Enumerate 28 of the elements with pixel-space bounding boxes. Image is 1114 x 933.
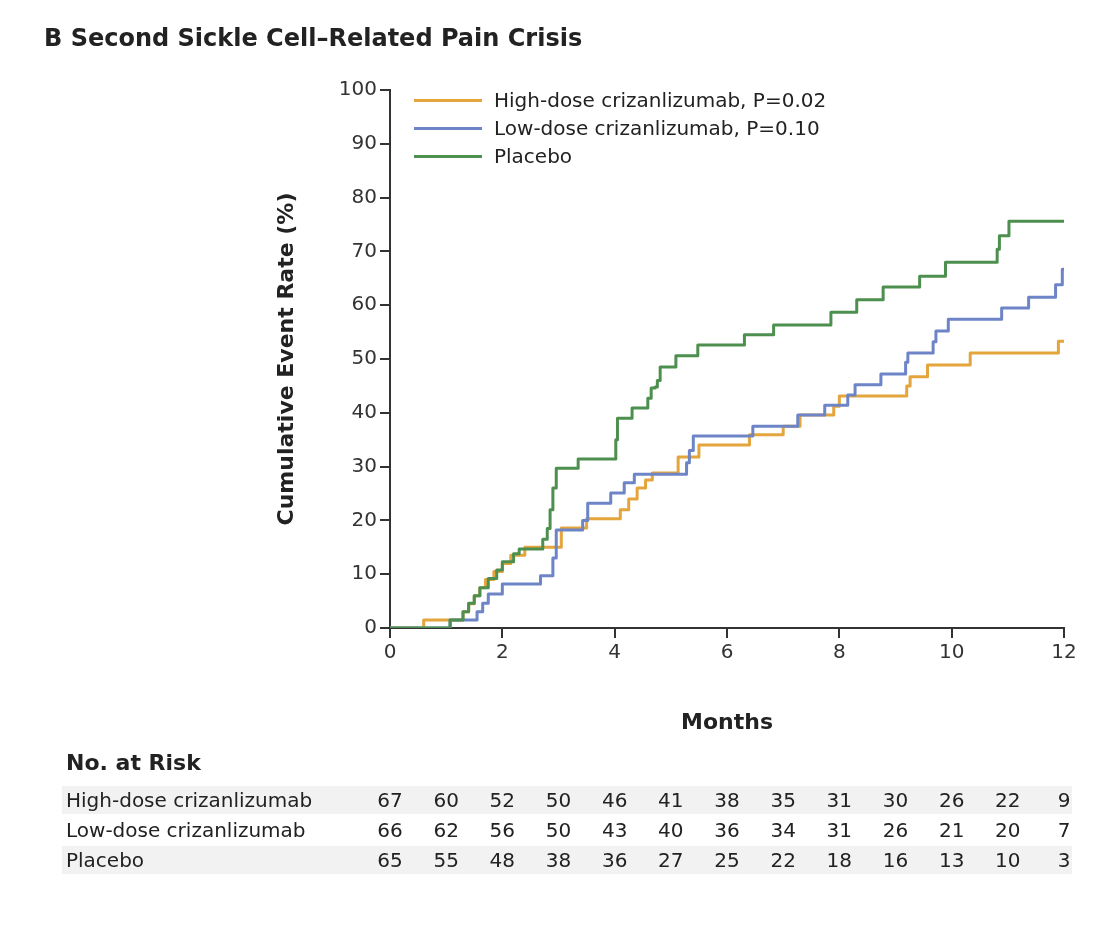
y-tick-label: 90 bbox=[351, 130, 377, 154]
x-tick-label: 6 bbox=[720, 639, 734, 664]
legend-label: High-dose crizanlizumab, P=0.02 bbox=[494, 88, 827, 112]
x-tick-label: 0 bbox=[383, 639, 397, 664]
y-tick-label: 80 bbox=[351, 183, 377, 208]
text: No. at Risk bbox=[66, 750, 201, 775]
y-tick-label: 50 bbox=[351, 345, 377, 370]
legend-label: Placebo bbox=[494, 144, 573, 168]
x-tick-label: 12 bbox=[1051, 639, 1077, 664]
x-tick-label: 2 bbox=[495, 639, 509, 664]
text: Placebo 65 55 48 38 36 27 25 22 18 16 13 10 3 bbox=[66, 848, 1071, 872]
text: High-dose crizanlizumab 67 60 52 50 46 41 38 35 31 30 26 22 9 bbox=[66, 788, 1071, 812]
y-axis-title: Cumulative Event Rate (%) bbox=[272, 192, 298, 526]
x-tick-label: 4 bbox=[608, 639, 622, 664]
y-tick-label: 60 bbox=[351, 291, 377, 316]
chart-title: B Second Sickle Cell–Related Pain Crisis bbox=[44, 24, 583, 52]
x-tick-label: 8 bbox=[832, 639, 846, 664]
y-tick-label: 10 bbox=[351, 560, 377, 585]
y-tick-label: 40 bbox=[351, 399, 377, 423]
legend-label: Low-dose crizanlizumab, P=0.10 bbox=[494, 116, 820, 140]
y-tick-label: 100 bbox=[338, 76, 377, 101]
y-tick-label: 20 bbox=[351, 506, 377, 531]
y-tick-label: 70 bbox=[351, 237, 377, 262]
x-axis-title: Months bbox=[681, 708, 773, 734]
y-tick-label: 0 bbox=[364, 614, 377, 639]
text: Low-dose crizanlizumab 66 62 56 50 43 40 36 34 31 26 21 20 7 bbox=[66, 818, 1071, 842]
x-tick-label: 10 bbox=[938, 639, 965, 664]
y-tick-label: 30 bbox=[351, 452, 377, 477]
